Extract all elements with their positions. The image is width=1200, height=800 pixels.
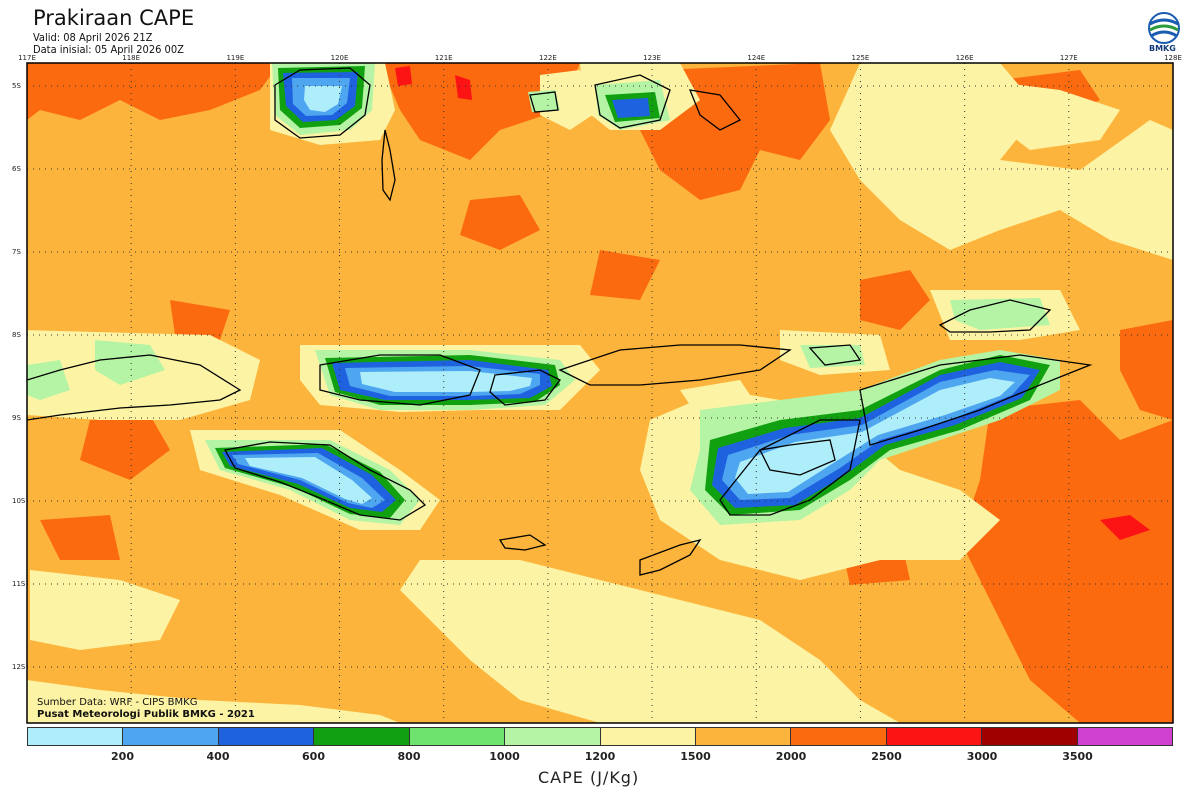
colorbar <box>27 727 1173 746</box>
colorbar-swatch <box>695 728 792 745</box>
lon-tick-label: 117E <box>18 54 36 62</box>
lon-tick-label: 124E <box>747 54 766 62</box>
graticule <box>27 63 1173 723</box>
lon-tick-label: 122E <box>539 54 557 62</box>
coastlines <box>27 67 1093 576</box>
colorbar-swatch <box>1077 728 1173 745</box>
colorbar-tick-label: 400 <box>206 750 230 763</box>
lon-tick-label: 123E <box>643 54 661 62</box>
colorbar-swatch <box>123 728 219 745</box>
lon-tick-label: 120E <box>330 54 349 62</box>
organization-credit: Pusat Meteorologi Publik BMKG - 2021 <box>37 709 255 720</box>
lon-tick-label: 118E <box>122 54 141 62</box>
colorbar-tick-label: 600 <box>302 750 325 763</box>
data-source-credit: Sumber Data: WRF - CIPS BMKG <box>37 697 198 708</box>
colorbar-swatch <box>409 728 506 745</box>
lon-tick-label: 126E <box>955 54 974 62</box>
logo-label: BMKG <box>1149 44 1176 53</box>
colorbar-tick-label: 2000 <box>775 750 807 763</box>
bmkg-logo-icon <box>1148 12 1180 44</box>
chart-title: Prakiraan CAPE <box>33 6 195 30</box>
colorbar-tick-label: 3000 <box>966 750 998 763</box>
lat-tick-label: 8S <box>12 331 21 339</box>
colorbar-swatch <box>314 728 410 745</box>
colorbar-tick-label: 3500 <box>1062 750 1093 763</box>
colorbar-swatch <box>28 728 124 745</box>
lat-tick-label: 11S <box>12 580 26 588</box>
map-frame <box>26 62 1174 724</box>
lat-tick-label: 9S <box>12 414 21 422</box>
lon-tick-label: 127E <box>1059 54 1078 62</box>
colorbar-tick-label: 200 <box>111 750 134 763</box>
lat-tick-label: 6S <box>12 165 21 173</box>
colorbar-swatch <box>600 728 696 745</box>
valid-time: Valid: 08 April 2026 21Z <box>33 31 153 44</box>
colorbar-swatch <box>505 728 601 745</box>
init-time: Data inisial: 05 April 2026 00Z <box>33 43 184 56</box>
colorbar-title: CAPE (J/Kg) <box>538 768 640 787</box>
colorbar-tick-label: 2500 <box>871 750 902 763</box>
colorbar-swatch <box>218 728 315 745</box>
cape-max-regions <box>395 66 1150 540</box>
colorbar-swatch <box>982 728 1078 745</box>
lon-tick-label: 128E <box>1164 54 1182 62</box>
colorbar-swatch <box>791 728 887 745</box>
colorbar-tick-label: 1000 <box>489 750 520 763</box>
cape-high-regions <box>27 63 1173 723</box>
colorbar-tick-label: 1200 <box>584 750 616 763</box>
lat-tick-label: 12S <box>12 663 26 671</box>
cape-lowest-regions <box>245 86 1015 504</box>
colorbar-tick-label: 1500 <box>680 750 711 763</box>
lon-tick-label: 121E <box>434 54 453 62</box>
lat-tick-label: 5S <box>12 82 21 90</box>
colorbar-swatch <box>886 728 983 745</box>
lat-tick-label: 7S <box>12 248 21 256</box>
lon-tick-label: 119E <box>226 54 245 62</box>
lon-tick-label: 125E <box>851 54 870 62</box>
colorbar-tick-label: 800 <box>397 750 421 763</box>
lat-tick-label: 10S <box>12 497 26 505</box>
